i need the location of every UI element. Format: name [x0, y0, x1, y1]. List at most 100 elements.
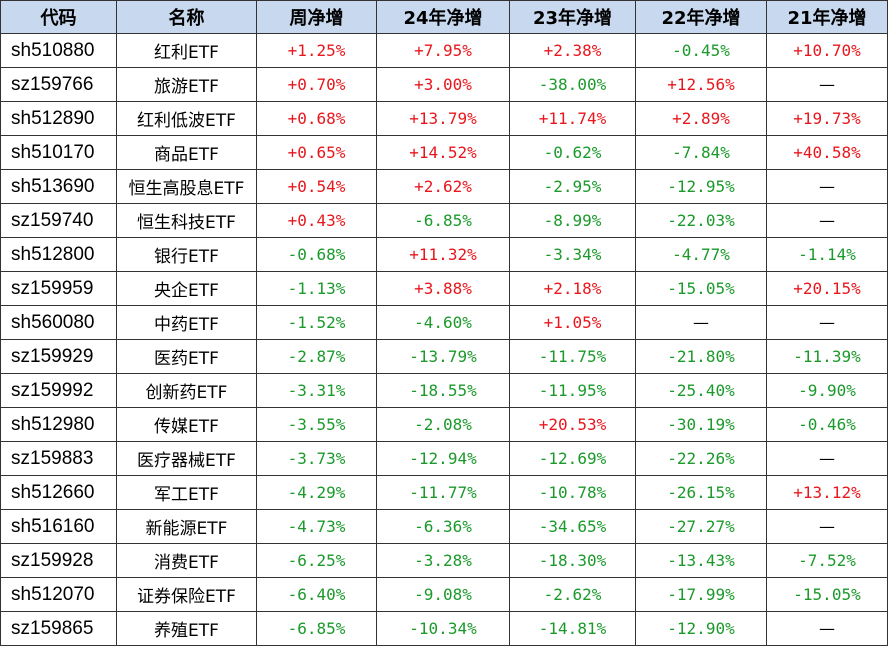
code-cell: sh510880: [0, 33, 117, 68]
y2021-cell: +10.70%: [766, 33, 888, 68]
code-cell: sz159929: [0, 339, 117, 374]
header-2024: 24年净增: [376, 0, 510, 34]
code-cell: sh512890: [0, 101, 117, 136]
y2023-cell: +20.53%: [509, 407, 636, 442]
y2023-cell: -2.62%: [509, 577, 636, 612]
y2024-cell: -3.28%: [376, 543, 510, 578]
name-cell: 央企ETF: [116, 271, 257, 306]
week-cell: -1.13%: [256, 271, 377, 306]
week-cell: -3.73%: [256, 441, 377, 476]
y2023-cell: -11.95%: [509, 373, 636, 408]
y2022-cell: -4.77%: [635, 237, 767, 272]
table-row: sz159959 央企ETF -1.13% +3.88% +2.18% -15.05% +2…: [0, 271, 888, 306]
y2022-cell: -0.45%: [635, 33, 767, 68]
y2023-cell: -3.34%: [509, 237, 636, 272]
y2023-cell: -14.81%: [509, 611, 636, 646]
y2022-cell: -12.95%: [635, 169, 767, 204]
header-2023: 23年净增: [509, 0, 636, 34]
week-cell: +0.68%: [256, 101, 377, 136]
header-week: 周净增: [256, 0, 377, 34]
code-cell: sh560080: [0, 305, 117, 340]
y2022-cell: +2.89%: [635, 101, 767, 136]
y2024-cell: +13.79%: [376, 101, 510, 136]
code-cell: sh512800: [0, 237, 117, 272]
y2022-cell: -7.84%: [635, 135, 767, 170]
y2022-cell: -12.90%: [635, 611, 767, 646]
header-row: 代码 名称 周净增 24年净增 23年净增 22年净增 21年净增: [0, 0, 888, 34]
name-cell: 创新药ETF: [116, 373, 257, 408]
week-cell: +0.65%: [256, 135, 377, 170]
week-cell: -3.31%: [256, 373, 377, 408]
y2021-cell: —: [766, 611, 888, 646]
y2021-cell: -0.46%: [766, 407, 888, 442]
table-row: sh513690 恒生高股息ETF +0.54% +2.62% -2.95% -12.95…: [0, 169, 888, 204]
y2021-cell: —: [766, 441, 888, 476]
y2021-cell: —: [766, 305, 888, 340]
name-cell: 银行ETF: [116, 237, 257, 272]
name-cell: 养殖ETF: [116, 611, 257, 646]
code-cell: sh512660: [0, 475, 117, 510]
name-cell: 商品ETF: [116, 135, 257, 170]
header-2021: 21年净增: [766, 0, 888, 34]
week-cell: -4.73%: [256, 509, 377, 544]
y2024-cell: -11.77%: [376, 475, 510, 510]
y2023-cell: -8.99%: [509, 203, 636, 238]
name-cell: 旅游ETF: [116, 67, 257, 102]
y2021-cell: -1.14%: [766, 237, 888, 272]
table-row: sz159883 医疗器械ETF -3.73% -12.94% -12.69% -22.2…: [0, 441, 888, 476]
y2024-cell: -6.85%: [376, 203, 510, 238]
table-row: sh510170 商品ETF +0.65% +14.52% -0.62% -7.84% +4…: [0, 135, 888, 170]
name-cell: 红利ETF: [116, 33, 257, 68]
y2022-cell: -22.03%: [635, 203, 767, 238]
code-cell: sz159883: [0, 441, 117, 476]
y2022-cell: +12.56%: [635, 67, 767, 102]
y2024-cell: -12.94%: [376, 441, 510, 476]
header-code: 代码: [0, 0, 117, 34]
y2023-cell: -10.78%: [509, 475, 636, 510]
y2024-cell: +3.00%: [376, 67, 510, 102]
header-2022: 22年净增: [635, 0, 767, 34]
y2023-cell: +1.05%: [509, 305, 636, 340]
code-cell: sz159766: [0, 67, 117, 102]
header-name: 名称: [116, 0, 257, 34]
y2021-cell: +20.15%: [766, 271, 888, 306]
week-cell: -2.87%: [256, 339, 377, 374]
code-cell: sh512070: [0, 577, 117, 612]
y2024-cell: -6.36%: [376, 509, 510, 544]
code-cell: sh516160: [0, 509, 117, 544]
code-cell: sh513690: [0, 169, 117, 204]
name-cell: 传媒ETF: [116, 407, 257, 442]
code-cell: sz159928: [0, 543, 117, 578]
y2023-cell: -12.69%: [509, 441, 636, 476]
y2023-cell: -11.75%: [509, 339, 636, 374]
y2024-cell: +14.52%: [376, 135, 510, 170]
y2022-cell: -17.99%: [635, 577, 767, 612]
table-row: sh512890 红利低波ETF +0.68% +13.79% +11.74% +2.89…: [0, 101, 888, 136]
y2021-cell: —: [766, 67, 888, 102]
y2024-cell: -18.55%: [376, 373, 510, 408]
y2024-cell: -2.08%: [376, 407, 510, 442]
y2022-cell: -21.80%: [635, 339, 767, 374]
name-cell: 消费ETF: [116, 543, 257, 578]
code-cell: sz159959: [0, 271, 117, 306]
table-row: sh560080 中药ETF -1.52% -4.60% +1.05% — —: [0, 305, 888, 340]
table-row: sh512980 传媒ETF -3.55% -2.08% +20.53% -30.19% -…: [0, 407, 888, 442]
name-cell: 恒生高股息ETF: [116, 169, 257, 204]
y2021-cell: +13.12%: [766, 475, 888, 510]
week-cell: +0.43%: [256, 203, 377, 238]
y2024-cell: -4.60%: [376, 305, 510, 340]
week-cell: -6.25%: [256, 543, 377, 578]
y2024-cell: -10.34%: [376, 611, 510, 646]
y2022-cell: -26.15%: [635, 475, 767, 510]
y2024-cell: +2.62%: [376, 169, 510, 204]
y2024-cell: -9.08%: [376, 577, 510, 612]
name-cell: 医药ETF: [116, 339, 257, 374]
y2023-cell: -34.65%: [509, 509, 636, 544]
y2022-cell: -30.19%: [635, 407, 767, 442]
y2023-cell: -2.95%: [509, 169, 636, 204]
y2024-cell: +7.95%: [376, 33, 510, 68]
y2023-cell: +11.74%: [509, 101, 636, 136]
name-cell: 证券保险ETF: [116, 577, 257, 612]
table-row: sz159992 创新药ETF -3.31% -18.55% -11.95% -25.40…: [0, 373, 888, 408]
